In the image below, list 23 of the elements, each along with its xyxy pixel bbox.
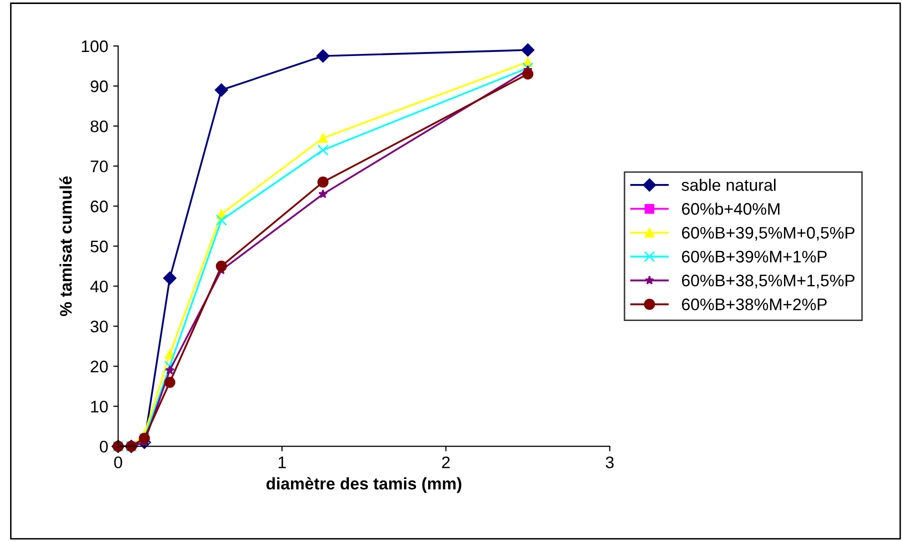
y-tick-label: 20 [90,360,108,372]
y-tick-label: 90 [90,80,108,92]
y-tick-label: 60 [90,200,108,212]
x-tick-label: 3 [606,456,614,468]
legend-label: 60%b+40%M [682,202,780,215]
legend-label: 60%B+38,5%M+1,5%P [682,274,854,288]
y-tick-label: 50 [90,240,108,252]
legend-label: 60%B+38%M+2%P [682,298,827,310]
y-tick-label: 10 [91,400,108,412]
legend-label: 60%B+39%M+1%P [682,250,827,263]
x-tick-label: 0 [114,456,122,468]
y-tick-label: 30 [90,320,108,332]
y-tick-label: 40 [90,280,108,292]
y-tick-label: 80 [90,120,108,132]
legend-label: 60%B+39,5%M+0,5%P [682,226,854,241]
legend-label: sable natural [682,178,776,191]
y-tick-label: 100 [82,40,108,52]
y-tick-label: 0 [100,440,108,453]
y-axis-title: % tamisat cumulé [59,176,72,316]
y-tick-label: 70 [90,160,108,172]
x-tick-label: 2 [442,456,450,468]
x-axis-title: diamètre des tamis (mm) [266,477,462,493]
x-tick-label: 1 [278,456,286,468]
